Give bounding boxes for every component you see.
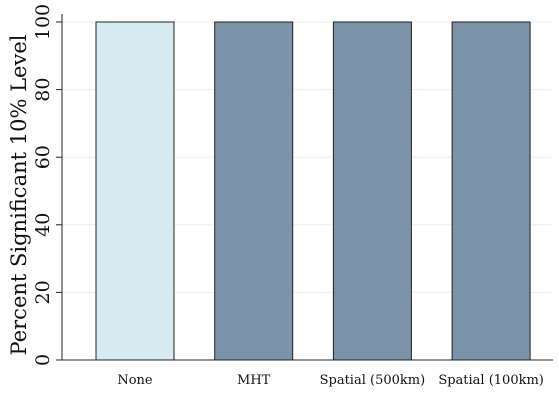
- x-tick-label: None: [117, 373, 153, 388]
- bar-spatial-100km: [451, 21, 531, 361]
- bar-mht: [214, 21, 294, 361]
- y-tick-label: 0: [32, 354, 54, 366]
- bar-spatial-500km: [332, 21, 412, 361]
- y-tick-label: 80: [32, 78, 54, 102]
- y-tick-label: 20: [32, 280, 54, 304]
- x-tick-label: Spatial (500km): [320, 373, 426, 388]
- x-tick-label: Spatial (100km): [438, 373, 544, 388]
- y-axis-label: Percent Significant 10% Level: [7, 34, 31, 355]
- x-tick-label: MHT: [237, 373, 271, 388]
- bars: [95, 21, 531, 361]
- axes: [61, 14, 553, 361]
- y-tick-label: 100: [32, 4, 54, 40]
- y-tick-label: 60: [32, 145, 54, 169]
- y-ticks: 0 20 40 60 80 100: [32, 4, 62, 366]
- y-tick-label: 40: [32, 213, 54, 237]
- bar-none: [95, 21, 175, 361]
- x-category-labels: None MHT Spatial (500km) Spatial (100km): [117, 373, 544, 388]
